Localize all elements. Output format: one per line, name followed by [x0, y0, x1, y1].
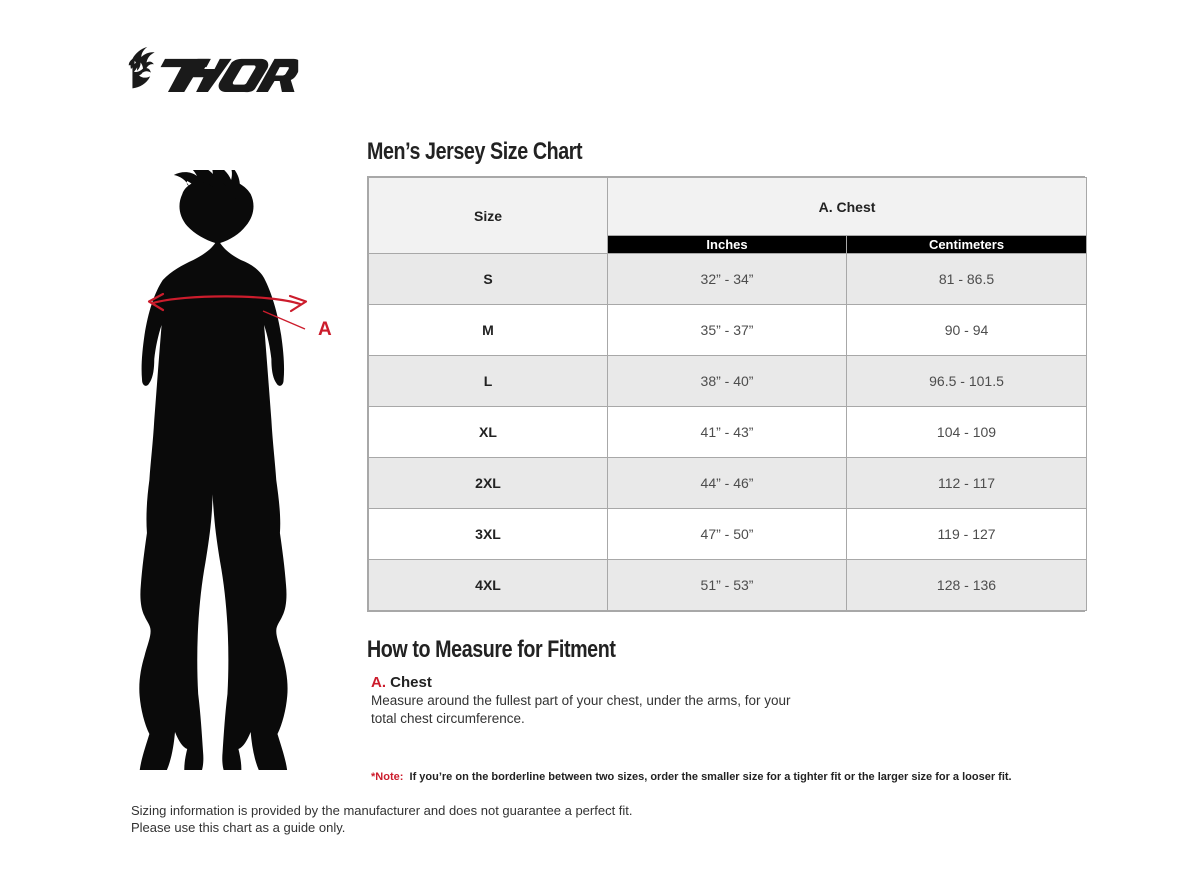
svg-text:A: A [318, 319, 332, 340]
